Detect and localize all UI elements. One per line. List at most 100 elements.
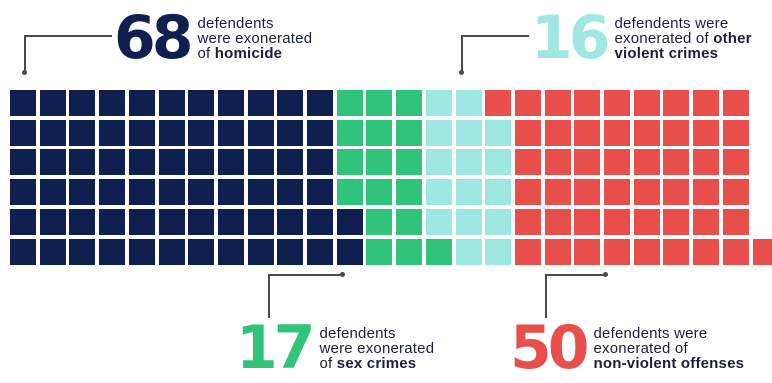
non-violent-square [545, 209, 571, 235]
sex-crimes-description: defendents were exonerated of sex crimes [320, 326, 435, 371]
homicide-square [218, 120, 244, 146]
homicide-square [99, 179, 125, 205]
homicide-square [277, 179, 303, 205]
homicide-square [129, 149, 155, 175]
non-violent-square [723, 179, 749, 205]
homicide-square [307, 149, 333, 175]
non-violent-square [545, 179, 571, 205]
homicide-square [188, 149, 214, 175]
non-violent-square [485, 90, 511, 116]
sex-crimes-square [366, 239, 392, 265]
homicide-leader-dot [22, 70, 27, 75]
non-violent-square [515, 179, 541, 205]
homicide-square [99, 209, 125, 235]
homicide-square [248, 209, 274, 235]
homicide-square [188, 90, 214, 116]
homicide-square [159, 90, 185, 116]
non-violent-square [545, 149, 571, 175]
non-violent-square [515, 209, 541, 235]
sex-crimes-leader-horizontal [268, 274, 343, 276]
sex-crimes-square [366, 179, 392, 205]
other-violent-count: 16 [531, 8, 607, 68]
homicide-square [129, 120, 155, 146]
homicide-square [248, 239, 274, 265]
non-violent-square [604, 90, 630, 116]
non-violent-square [634, 179, 660, 205]
homicide-square [248, 149, 274, 175]
other-violent-desc-category: violent crimes [615, 45, 719, 62]
homicide-square [188, 239, 214, 265]
other-violent-leader-horizontal [461, 35, 529, 37]
homicide-square [188, 209, 214, 235]
sex-crimes-square [426, 239, 452, 265]
sex-crimes-square [366, 149, 392, 175]
homicide-square [337, 209, 363, 235]
non-violent-square [604, 179, 630, 205]
non-violent-square [693, 179, 719, 205]
non-violent-square [693, 239, 719, 265]
homicide-desc-category: homicide [215, 45, 282, 62]
homicide-square [99, 149, 125, 175]
homicide-square [277, 239, 303, 265]
homicide-square [218, 179, 244, 205]
homicide-square [99, 239, 125, 265]
homicide-square [188, 179, 214, 205]
homicide-square [248, 120, 274, 146]
homicide-square [307, 239, 333, 265]
homicide-square [218, 149, 244, 175]
homicide-square [69, 179, 95, 205]
non-violent-square [515, 90, 541, 116]
non-violent-square [574, 179, 600, 205]
homicide-square [10, 149, 36, 175]
non-violent-square [693, 149, 719, 175]
non-violent-square [604, 209, 630, 235]
non-violent-square [515, 239, 541, 265]
non-violent-square [663, 239, 689, 265]
homicide-square [248, 179, 274, 205]
sex-crimes-square [396, 149, 422, 175]
non-violent-square [634, 120, 660, 146]
non-violent-leader-vertical [545, 274, 547, 318]
sex-crimes-square [396, 90, 422, 116]
sex-crimes-count: 17 [236, 318, 312, 378]
other-violent-square [485, 209, 511, 235]
other-violent-square [456, 239, 482, 265]
homicide-square [277, 209, 303, 235]
non-violent-square [634, 209, 660, 235]
homicide-square [307, 179, 333, 205]
homicide-square [99, 120, 125, 146]
non-violent-square [663, 120, 689, 146]
non-violent-square [574, 90, 600, 116]
non-violent-square [663, 90, 689, 116]
sex-crimes-square [396, 239, 422, 265]
homicide-square [129, 209, 155, 235]
homicide-square [159, 209, 185, 235]
homicide-square [40, 209, 66, 235]
sex-crimes-square [366, 120, 392, 146]
non-violent-square [634, 149, 660, 175]
other-violent-square [456, 120, 482, 146]
sex-crimes-square [396, 179, 422, 205]
other-violent-desc-bold1: other [713, 30, 752, 47]
homicide-square [99, 90, 125, 116]
homicide-square [40, 90, 66, 116]
sex-crimes-desc-category: sex crimes [337, 355, 417, 372]
other-violent-square [456, 90, 482, 116]
homicide-leader-vertical [24, 35, 26, 72]
non-violent-square [693, 120, 719, 146]
homicide-square [159, 149, 185, 175]
homicide-square [10, 90, 36, 116]
homicide-square [307, 209, 333, 235]
sex-crimes-square [366, 209, 392, 235]
other-violent-leader-vertical [461, 35, 463, 72]
sex-crimes-leader-vertical [268, 274, 270, 318]
non-violent-square [545, 120, 571, 146]
homicide-square [40, 149, 66, 175]
other-violent-square [426, 120, 452, 146]
sex-crimes-square [337, 149, 363, 175]
non-violent-square [693, 209, 719, 235]
other-violent-description: defendents were exonerated of other viol… [615, 16, 752, 61]
non-violent-square [753, 239, 772, 265]
non-violent-square [515, 149, 541, 175]
other-violent-square [485, 179, 511, 205]
